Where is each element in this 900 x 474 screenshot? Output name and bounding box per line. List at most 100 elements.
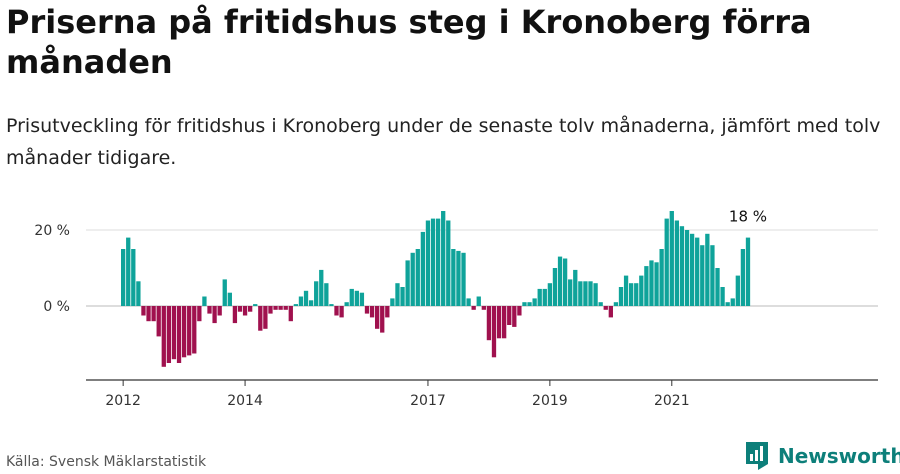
bar [339,306,344,318]
grid-layer: 0 % 20 % [34,223,878,315]
bar [507,306,512,325]
bar [395,283,400,306]
bars-layer: 18 % [121,208,767,367]
bar [542,288,547,306]
bar [502,306,507,339]
bar [562,258,568,306]
bar [237,306,243,312]
chart-subtitle: Prisutveckling för fritidshus i Kronober… [6,115,881,169]
source-note: Källa: Svensk Mäklarstatistik [6,454,207,470]
bar [364,306,370,314]
bar [166,306,172,363]
bar [730,298,735,306]
x-tick-label: 2014 [227,393,263,409]
bar [344,302,349,306]
bar [359,292,365,306]
chart-title: Priserna på fritidshus steg i Kronoberg … [6,3,812,81]
bar [187,306,192,356]
bar [380,306,385,333]
bar [664,218,669,306]
bar [557,256,563,306]
bar [410,252,415,306]
bar [131,249,136,306]
bar [710,245,715,306]
bar [385,306,390,318]
bar [745,237,751,306]
bar [639,275,644,306]
bar [695,237,700,306]
bar [644,266,649,306]
bar [217,306,222,316]
bar [537,288,542,306]
bar [522,302,527,306]
bar [654,262,659,306]
bar [476,296,481,306]
bar [547,283,553,306]
brand-logo-block[interactable]: Newsworthy [744,440,900,472]
bar [375,306,380,329]
bar [126,237,131,306]
bar [181,306,187,358]
bar [593,283,598,306]
bar [248,306,253,312]
bar [532,298,537,306]
bar [151,306,156,322]
bar [679,226,685,306]
bar [319,269,324,306]
y-tick-label: 0 % [43,299,70,315]
bar [288,306,293,322]
x-tick-label: 2021 [654,393,690,409]
bar [674,220,680,306]
bar [583,281,588,306]
bar [659,249,664,306]
bar [613,302,619,306]
bar [471,306,476,310]
bar [263,306,268,329]
bar [496,306,502,339]
axis-layer: 2012 2014 2017 2019 2021 [86,379,878,409]
bar [512,306,517,327]
bar [161,306,166,367]
bar [156,306,161,337]
bar [461,252,466,306]
bar [293,304,299,306]
bar [334,306,339,316]
bar [298,296,304,306]
bar [141,306,146,316]
bar [618,287,624,306]
y-tick-label: 20 % [34,223,70,239]
x-tick-label: 2019 [532,393,568,409]
bar [623,275,629,306]
bar [425,220,431,306]
bar [242,306,248,316]
bar [517,306,522,316]
bar [441,211,446,306]
newsworthy-logo-icon [746,442,768,470]
bar [588,281,593,306]
bar [578,281,583,306]
bar [415,249,420,306]
bar [222,279,227,306]
bar [176,306,182,363]
bar [740,249,746,306]
bar [481,306,486,310]
bar [390,298,395,306]
bar [527,302,532,306]
bar [314,281,319,306]
bar [634,283,639,306]
bar [207,306,212,314]
bar [669,211,674,306]
bar [689,233,695,306]
bar [268,306,273,314]
bar [649,260,654,306]
bar [715,268,720,306]
bar [212,306,217,324]
bar-chart: 0 % 20 % 18 % 2012 2014 2017 2019 2021 [34,208,878,409]
bar [725,302,730,306]
bar [735,275,740,306]
bar [283,306,288,310]
bar [354,290,359,306]
bar [232,306,238,324]
bar [603,306,608,310]
bar [202,296,207,306]
